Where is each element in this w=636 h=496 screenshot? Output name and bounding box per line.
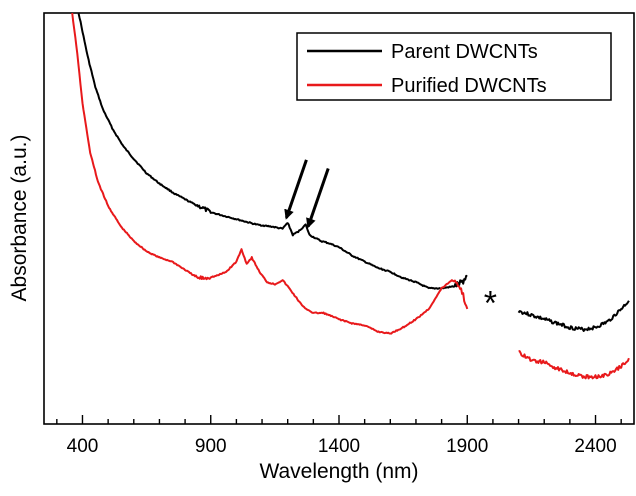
series-line-purified-segment-0 [71, 12, 469, 335]
x-tick-label: 1900 [446, 436, 488, 457]
legend: Parent DWCNTs Purified DWCNTs [296, 32, 612, 101]
series-line-purified-segment-1 [518, 350, 630, 380]
annotation-layer: * [284, 159, 497, 323]
legend-label-purified: Purified DWCNTs [391, 75, 547, 97]
series-layer [71, 12, 630, 380]
x-axis-title: Wavelength (nm) [259, 460, 418, 483]
series-line-parent-segment-1 [517, 300, 630, 332]
peak-arrow-1 [306, 167, 330, 229]
x-tick-label: 2400 [574, 436, 616, 457]
peak-arrow-0 [284, 159, 308, 220]
legend-label-parent: Parent DWCNTs [391, 41, 538, 63]
x-axis-tick-labels: 400 900 1400 1900 2400 [67, 436, 617, 457]
series-line-parent-segment-0 [77, 13, 468, 290]
x-tick-label: 900 [195, 436, 227, 457]
y-axis-title: Absorbance (a.u.) [8, 135, 31, 302]
gap-asterisk-marker: * [484, 285, 497, 323]
legend-box [296, 32, 612, 101]
x-tick-label: 1400 [318, 436, 360, 457]
x-tick-label: 400 [67, 436, 99, 457]
x-axis-ticks [56, 415, 622, 424]
